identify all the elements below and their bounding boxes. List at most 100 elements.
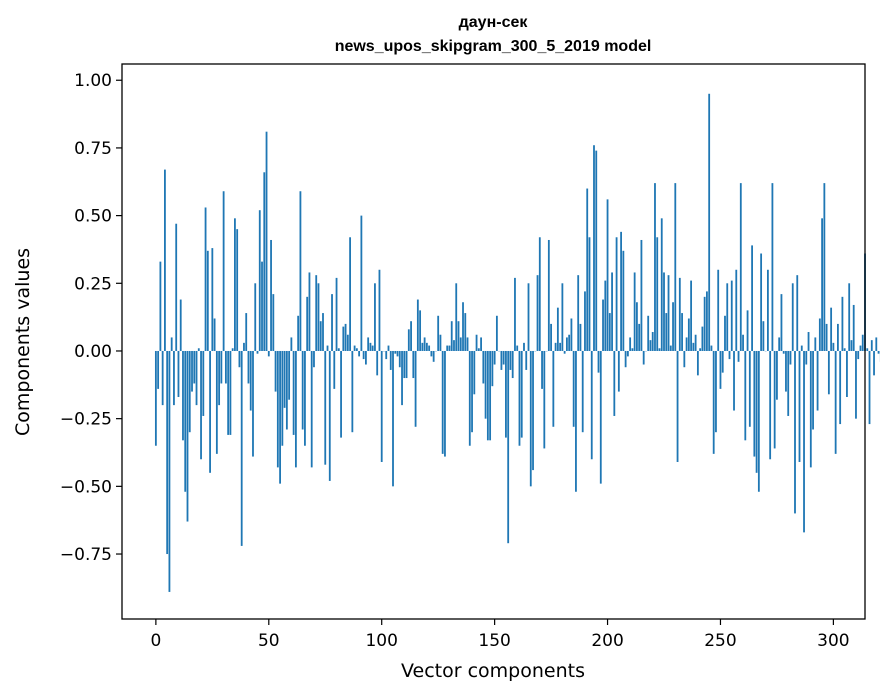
- bar-155: [505, 350, 507, 438]
- bar-261: [744, 350, 747, 441]
- bar-102: [385, 350, 388, 360]
- bar-242: [701, 326, 704, 351]
- bar-96: [371, 345, 374, 351]
- bar-85: [346, 334, 349, 351]
- bar-236: [687, 318, 690, 351]
- bar-272: [769, 350, 772, 460]
- bar-244: [706, 291, 708, 351]
- bar-246: [710, 345, 713, 351]
- bar-80: [335, 277, 338, 351]
- bar-293: [816, 350, 819, 411]
- bar-298: [827, 350, 830, 395]
- bar-138: [466, 337, 469, 351]
- bar-19: [197, 348, 200, 351]
- y-tick-label: 0.75: [74, 139, 112, 159]
- bar-169: [536, 275, 539, 351]
- bar-206: [620, 231, 622, 351]
- bar-30: [222, 191, 225, 351]
- bar-76: [326, 345, 329, 351]
- bar-118: [421, 342, 424, 351]
- y-tick-label: 0.25: [74, 274, 112, 294]
- bar-163: [523, 342, 525, 351]
- bar-318: [873, 350, 875, 376]
- bar-49: [265, 131, 268, 351]
- bar-57: [283, 350, 286, 408]
- bar-17: [193, 350, 196, 384]
- bar-310: [855, 350, 857, 419]
- bar-52: [272, 294, 275, 351]
- bar-128: [444, 350, 446, 457]
- bar-237: [690, 280, 693, 351]
- bar-122: [430, 350, 433, 357]
- bar-93: [365, 350, 367, 365]
- bar-90: [358, 350, 361, 357]
- bar-220: [651, 332, 654, 351]
- bar-131: [450, 321, 453, 351]
- bar-289: [807, 332, 810, 351]
- bar-302: [837, 323, 839, 351]
- bar-258: [737, 350, 740, 362]
- bar-43: [252, 350, 254, 457]
- bar-320: [877, 350, 880, 354]
- bar-89: [355, 348, 358, 351]
- bar-140: [471, 350, 473, 433]
- bar-262: [746, 310, 749, 351]
- bar-61: [292, 350, 295, 435]
- bar-39: [243, 342, 245, 351]
- bar-210: [629, 337, 632, 351]
- bar-178: [556, 307, 559, 351]
- bar-241: [699, 348, 702, 351]
- bar-92: [362, 350, 365, 360]
- bar-153: [500, 350, 503, 370]
- bar-10: [177, 350, 180, 397]
- bar-253: [726, 283, 729, 351]
- bar-120: [425, 342, 428, 351]
- bar-79: [333, 350, 336, 389]
- bar-191: [586, 188, 589, 351]
- bar-183: [568, 334, 571, 351]
- bar-18: [195, 350, 198, 406]
- bar-161: [518, 350, 521, 446]
- bar-307: [848, 283, 851, 351]
- bar-84: [344, 323, 347, 351]
- bar-295: [821, 218, 823, 351]
- bar-78: [331, 294, 333, 351]
- bar-303: [839, 350, 842, 425]
- bar-156: [507, 350, 510, 544]
- bar-284: [796, 275, 799, 351]
- bar-212: [633, 272, 636, 351]
- bar-2: [159, 261, 162, 351]
- bar-239: [694, 334, 697, 351]
- bar-149: [491, 350, 494, 387]
- bar-15: [188, 350, 191, 433]
- bar-119: [423, 337, 426, 351]
- bar-243: [703, 296, 706, 351]
- bar-240: [696, 350, 699, 376]
- bar-81: [337, 348, 340, 351]
- bar-145: [482, 350, 485, 384]
- bar-207: [622, 250, 625, 351]
- bar-46: [258, 210, 261, 351]
- bar-141: [473, 350, 476, 395]
- x-axis-label: Vector components: [401, 660, 585, 682]
- bar-36: [236, 229, 239, 351]
- bar-265: [753, 350, 756, 457]
- x-tick-label: 150: [478, 631, 510, 651]
- bar-69: [310, 350, 313, 468]
- bar-271: [766, 269, 769, 351]
- bar-42: [249, 350, 252, 411]
- bar-299: [830, 307, 833, 351]
- bar-250: [719, 350, 722, 389]
- bar-86: [349, 237, 351, 351]
- bar-166: [529, 350, 532, 487]
- bar-165: [527, 283, 530, 351]
- bar-297: [825, 323, 828, 351]
- bar-136: [462, 302, 464, 351]
- bar-104: [389, 350, 392, 370]
- bar-202: [611, 272, 613, 351]
- bar-159: [514, 277, 516, 351]
- bar-123: [432, 350, 435, 362]
- bar-150: [493, 350, 496, 365]
- bar-105: [392, 350, 394, 487]
